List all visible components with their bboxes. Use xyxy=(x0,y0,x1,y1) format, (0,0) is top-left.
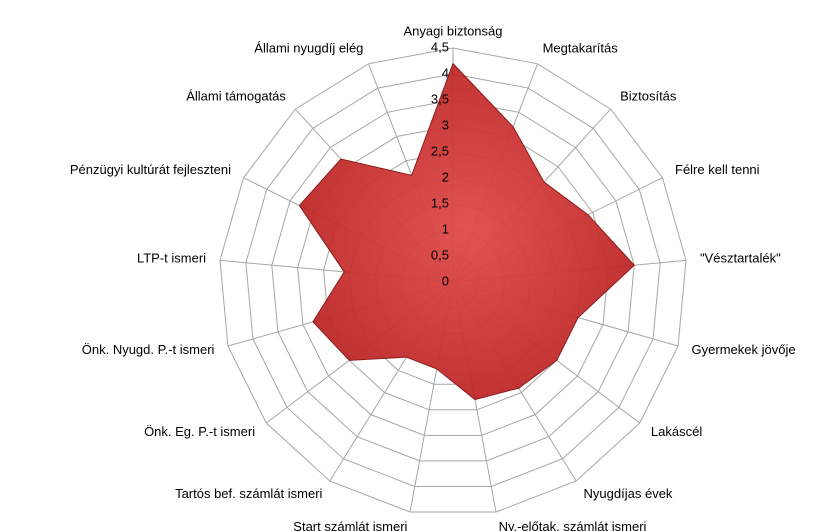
category-label: LTP-t ismeri xyxy=(137,250,206,265)
grid-ring xyxy=(271,99,635,462)
category-label: Biztosítás xyxy=(620,89,677,104)
y-tick-label: 2,5 xyxy=(431,143,449,158)
data-area xyxy=(298,62,635,401)
category-label: Gyermekek jövője xyxy=(692,342,796,357)
y-tick-label: 3,5 xyxy=(431,91,449,106)
category-label: Állami nyugdíj elég xyxy=(254,40,363,55)
category-label: Állami támogatás xyxy=(186,89,286,104)
y-tick-label: 3 xyxy=(442,117,449,132)
y-tick-label: 2 xyxy=(442,169,449,184)
category-label: Tartós bef. számlát ismeri xyxy=(175,486,322,501)
category-label: Ny.-előtak. számlát ismeri xyxy=(499,519,647,531)
category-label: Anyagi biztonság xyxy=(403,23,502,38)
category-label: Nyugdíjas évek xyxy=(584,486,673,501)
category-label: Lakáscél xyxy=(651,424,702,439)
y-tick-label: 1,5 xyxy=(431,195,449,210)
y-tick-label: 1 xyxy=(442,221,449,236)
grid-ring xyxy=(245,73,661,487)
y-tick-label: 0,5 xyxy=(431,247,449,262)
category-label: Start számlát ismeri xyxy=(293,519,407,531)
category-label: Pénzügyi kultúrát fejleszteni xyxy=(70,162,231,177)
grid-ring xyxy=(219,47,687,513)
y-tick-label: 4 xyxy=(442,65,449,80)
category-label: Önk. Eg. P.-t ismeri xyxy=(144,424,255,439)
category-label: Félre kell tenni xyxy=(675,162,760,177)
category-label: Megtakarítás xyxy=(543,40,619,55)
category-label: "Vésztartalék" xyxy=(700,250,781,265)
y-tick-label: 0 xyxy=(442,273,449,288)
y-tick-label: 4,5 xyxy=(431,39,449,54)
category-label: Önk. Nyugd. P.-t ismeri xyxy=(82,342,215,357)
